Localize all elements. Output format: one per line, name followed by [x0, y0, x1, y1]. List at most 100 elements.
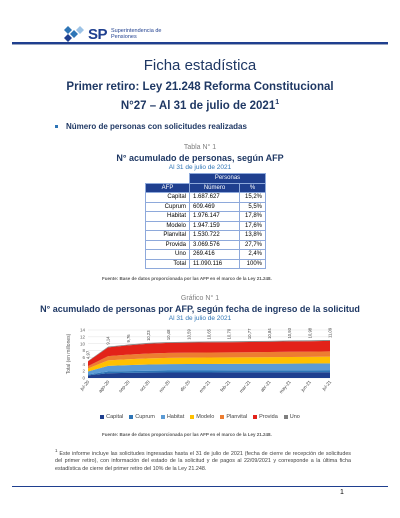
pct-cell: 100% — [239, 258, 266, 269]
legend-label: Planvital — [226, 414, 248, 420]
y-tick-label: 10 — [80, 341, 86, 346]
legend-label: Uno — [289, 414, 300, 420]
table-row: Uno 269.416 2,4% — [145, 249, 266, 260]
table-group-header: Personas — [189, 173, 266, 184]
y-tick-label: 2 — [82, 369, 85, 374]
data-label: 10,65 — [207, 328, 212, 339]
legend-label: Cuprum — [135, 414, 155, 420]
data-label: 9,14 — [106, 336, 111, 345]
footer-rule — [12, 486, 388, 488]
legend-item: Capital — [100, 414, 123, 420]
legend-item: Provida — [253, 414, 278, 420]
subtitle-line2: N°27 – Al 31 de julio de 20211 — [0, 95, 400, 114]
x-tick-label: ene-21 — [198, 379, 211, 394]
logo-text: Superintendencia de Pensiones — [111, 28, 161, 40]
numero-cell: 11.090.116 — [189, 258, 240, 269]
pct-cell: 13,8% — [239, 230, 266, 241]
area-habitat — [88, 363, 330, 375]
pct-cell: 17,8% — [239, 211, 266, 222]
y-axis-label: Total (en millones) — [66, 333, 72, 374]
legend-swatch — [283, 415, 288, 419]
legend-label: Capital — [106, 414, 124, 420]
legend-label: Modelo — [196, 414, 215, 420]
afp-table: Personas AFP Número % Capital 1.687.627 15… — [145, 173, 266, 269]
y-tick-label: 6 — [82, 355, 85, 360]
afp-cell: Planvital — [145, 230, 190, 241]
table-title: N° acumulado de personas, según AFP — [116, 153, 284, 163]
area-capital — [88, 372, 330, 378]
data-label: 11,09 — [328, 327, 333, 338]
legend-item: Planvital — [220, 414, 247, 420]
x-tick-label: jun-21 — [299, 379, 312, 393]
area-planvital — [88, 351, 330, 369]
logo-line2: Pensiones — [111, 34, 137, 40]
page-title: Ficha estadística — [143, 57, 257, 74]
table-header-row: AFP Número % — [145, 182, 266, 193]
y-tick-label: 4 — [82, 362, 85, 367]
x-tick-label: feb-21 — [219, 379, 231, 393]
table-row: Total 11.090.116 100% — [145, 258, 266, 269]
col-header-numero: Número — [189, 182, 240, 193]
y-tick-label: 14 — [80, 328, 86, 333]
table-row: Planvital 1.530.722 13,8% — [145, 230, 266, 241]
subtitle-line2-text: N°27 – Al 31 de julio de 2021 — [120, 99, 276, 112]
data-label: 10,59 — [186, 329, 191, 340]
area-provida — [88, 340, 330, 367]
legend-swatch — [100, 415, 105, 419]
footnote: 1 Este informe incluye las solicitudes i… — [55, 447, 351, 474]
afp-cell: Modelo — [145, 220, 190, 231]
legend-item: Cuprum — [129, 414, 155, 420]
legend-item: Uno — [283, 414, 300, 420]
graph-label: Gráfico N° 1 — [180, 295, 220, 302]
data-label: 10,93 — [287, 327, 292, 338]
subtitle-footmark: 1 — [275, 99, 280, 106]
pct-cell: 5,5% — [239, 201, 266, 212]
section-heading-text: Número de personas con solicitudes reali… — [66, 122, 247, 131]
pct-cell: 2,4% — [239, 249, 266, 260]
chart-legend: Capital Cuprum Habitat Modelo Planvital Provi… — [0, 414, 400, 420]
legend-item: Modelo — [190, 414, 214, 420]
legend-swatch — [129, 415, 134, 419]
data-label: 10,84 — [267, 328, 272, 339]
footnote-mark: 1 — [55, 448, 58, 453]
col-header-pct: % — [239, 182, 266, 193]
x-tick-label: nov-20 — [158, 379, 171, 393]
table-blank-cell — [146, 174, 190, 184]
x-tick-label: dic-20 — [179, 379, 191, 392]
legend-item: Habitat — [160, 414, 184, 420]
table-date: Al 31 de julio de 2021 — [168, 164, 232, 171]
data-label: 10,70 — [227, 328, 232, 339]
logo-icon — [64, 26, 84, 42]
data-label: 9,76 — [126, 334, 131, 343]
data-label: 10,77 — [247, 328, 252, 339]
afp-cell: Cuprum — [145, 201, 190, 212]
legend-swatch — [190, 415, 195, 419]
y-tick-label: 8 — [82, 348, 85, 353]
table-row: Cuprum 609.469 5,5% — [145, 201, 266, 212]
afp-cell: Capital — [145, 192, 190, 203]
col-header-afp: AFP — [145, 182, 190, 193]
header-rule — [12, 42, 388, 44]
x-tick-label: jul-21 — [321, 379, 333, 392]
legend-label: Provida — [259, 414, 278, 420]
data-label: 4,97 — [86, 350, 91, 359]
pct-cell: 15,2% — [239, 192, 266, 203]
numero-cell: 1.530.722 — [189, 230, 240, 241]
pct-cell: 17,6% — [239, 220, 266, 231]
table-row: Modelo 1.947.159 17,6% — [145, 220, 266, 231]
x-tick-label: abr-21 — [259, 379, 272, 393]
table-label: Tabla N° 1 — [183, 144, 217, 151]
numero-cell: 1.947.159 — [189, 220, 240, 231]
logo-line1: Superintendencia de — [111, 28, 162, 34]
graph-date: Al 31 de julio de 2021 — [168, 315, 232, 322]
x-tick-label: may-21 — [278, 379, 292, 394]
numero-cell: 269.416 — [189, 249, 240, 260]
x-tick-label: ago-20 — [97, 379, 110, 394]
graph-source: Fuente: Base de datos proporcionada por … — [102, 432, 272, 437]
subtitle-line1: Primer retiro: Ley 21.248 Reforma Consti… — [66, 81, 334, 93]
table-source: Fuente: Base de datos proporcionada por … — [102, 276, 272, 281]
numero-cell: 609.469 — [189, 201, 240, 212]
table-body: Capital 1.687.627 15,2% Cuprum 609.469 5,5% Ha… — [145, 192, 266, 269]
table-row: Habitat 1.976.147 17,8% — [145, 211, 266, 222]
